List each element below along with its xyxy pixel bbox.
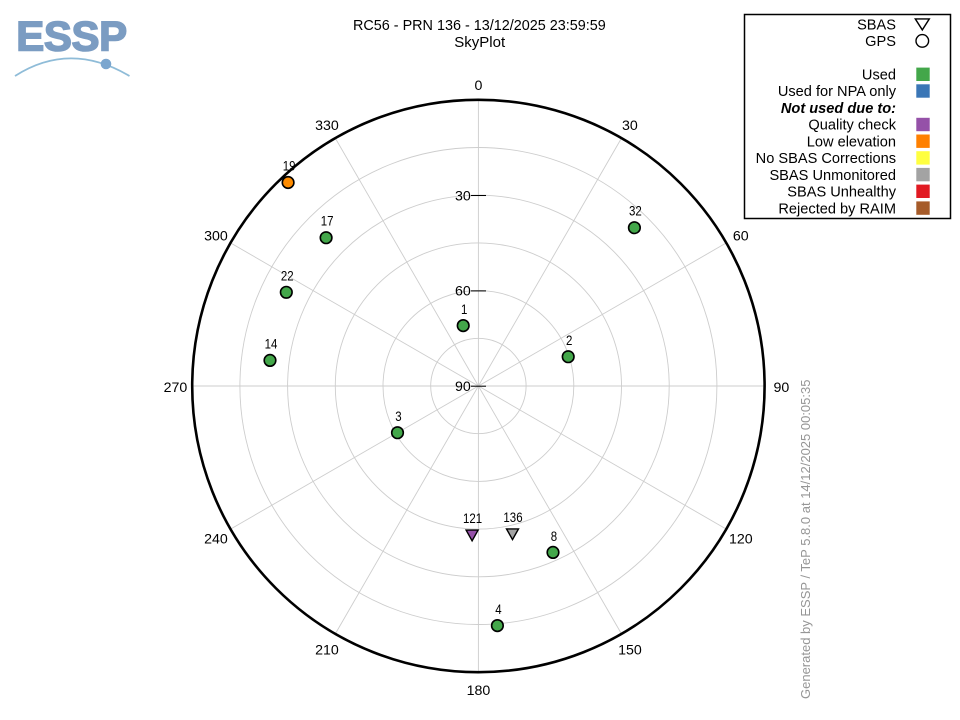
svg-text:210: 210 [315,643,339,659]
svg-text:8: 8 [551,528,557,544]
svg-text:RC56 - PRN 136 - 13/12/2025 23: RC56 - PRN 136 - 13/12/2025 23:59:59 [353,18,606,34]
svg-text:Not used due to:: Not used due to: [781,101,896,117]
svg-text:150: 150 [618,643,642,659]
svg-text:180: 180 [467,683,491,699]
svg-text:17: 17 [321,213,334,229]
svg-text:90: 90 [774,380,790,396]
svg-text:30: 30 [455,188,471,204]
svg-text:Low elevation: Low elevation [807,134,896,150]
svg-text:22: 22 [281,267,294,283]
svg-text:19: 19 [283,157,296,173]
svg-text:60: 60 [733,229,749,245]
svg-text:136: 136 [503,509,522,525]
svg-text:60: 60 [455,284,471,300]
svg-text:Used for NPA only: Used for NPA only [778,84,897,100]
svg-text:121: 121 [463,510,482,526]
svg-text:300: 300 [204,229,228,245]
svg-text:3: 3 [395,408,401,424]
svg-text:270: 270 [164,380,188,396]
svg-text:1: 1 [461,301,467,317]
svg-text:SBAS Unmonitored: SBAS Unmonitored [769,168,896,184]
svg-text:SkyPlot: SkyPlot [454,34,506,51]
svg-text:No SBAS Corrections: No SBAS Corrections [756,151,896,167]
svg-text:4: 4 [495,601,501,617]
svg-text:SBAS Unhealthy: SBAS Unhealthy [787,185,896,201]
svg-text:Quality check: Quality check [808,118,896,134]
svg-text:Rejected by RAIM: Rejected by RAIM [778,201,896,217]
svg-text:ESSP: ESSP [16,13,126,60]
svg-text:SBAS: SBAS [857,17,896,33]
svg-text:GPS: GPS [865,34,896,50]
svg-text:14: 14 [265,335,278,351]
svg-text:330: 330 [315,118,339,134]
svg-text:120: 120 [729,532,753,548]
svg-text:90: 90 [455,379,471,395]
svg-text:2: 2 [566,332,572,348]
svg-text:32: 32 [629,203,642,219]
svg-text:Generated by ESSP / TeP 5.8.0: Generated by ESSP / TeP 5.8.0 at 14/12/2… [798,380,813,699]
svg-text:30: 30 [622,118,638,134]
svg-text:Used: Used [862,68,896,84]
svg-text:0: 0 [474,78,482,94]
svg-text:240: 240 [204,532,228,548]
